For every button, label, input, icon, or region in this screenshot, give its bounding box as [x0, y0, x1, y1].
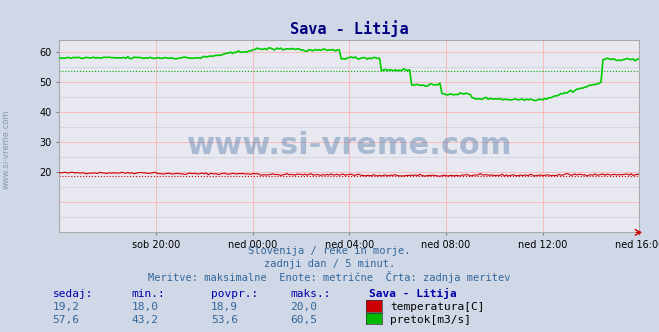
Text: sedaj:: sedaj:: [53, 289, 93, 299]
Text: 43,2: 43,2: [132, 315, 159, 325]
Text: 60,5: 60,5: [290, 315, 317, 325]
Text: Meritve: maksimalne  Enote: metrične  Črta: zadnja meritev: Meritve: maksimalne Enote: metrične Črta…: [148, 271, 511, 283]
Text: 53,6: 53,6: [211, 315, 238, 325]
Text: Slovenija / reke in morje.: Slovenija / reke in morje.: [248, 246, 411, 256]
Text: 20,0: 20,0: [290, 302, 317, 312]
Text: min.:: min.:: [132, 289, 165, 299]
Text: www.si-vreme.com: www.si-vreme.com: [2, 110, 11, 189]
Text: Sava - Litija: Sava - Litija: [369, 288, 457, 299]
Text: 57,6: 57,6: [53, 315, 80, 325]
Text: povpr.:: povpr.:: [211, 289, 258, 299]
Text: maks.:: maks.:: [290, 289, 330, 299]
Text: www.si-vreme.com: www.si-vreme.com: [186, 131, 512, 160]
Text: 18,0: 18,0: [132, 302, 159, 312]
Title: Sava - Litija: Sava - Litija: [290, 21, 409, 37]
Text: 18,9: 18,9: [211, 302, 238, 312]
Text: zadnji dan / 5 minut.: zadnji dan / 5 minut.: [264, 259, 395, 269]
Text: 19,2: 19,2: [53, 302, 80, 312]
Text: temperatura[C]: temperatura[C]: [390, 302, 484, 312]
Text: pretok[m3/s]: pretok[m3/s]: [390, 315, 471, 325]
